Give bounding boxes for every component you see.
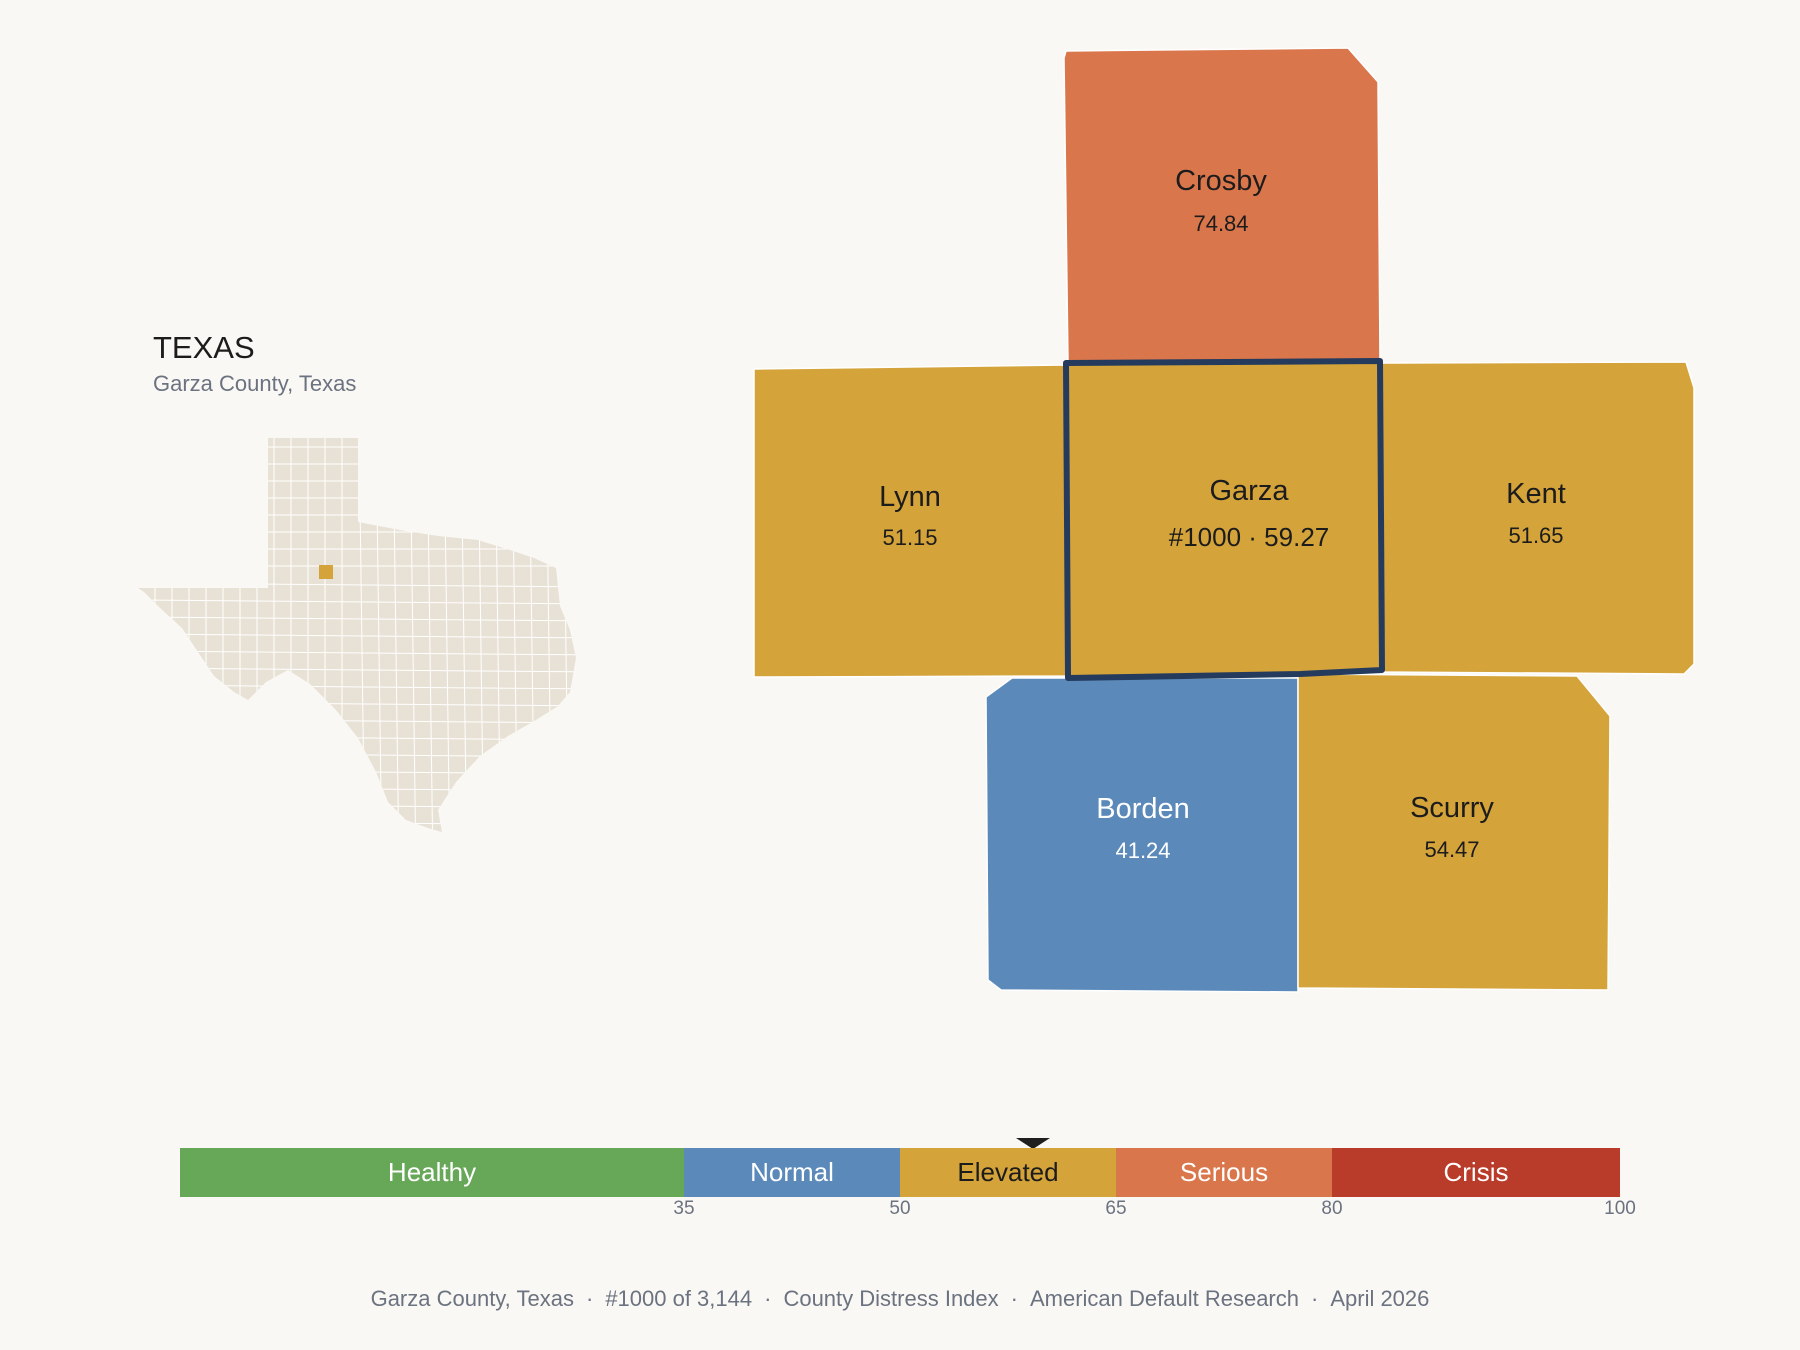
scale-tick: 65	[1105, 1198, 1127, 1219]
texas-inset-map	[138, 438, 576, 832]
scale-tick: 80	[1321, 1198, 1343, 1219]
footer-separator: ·	[1311, 1286, 1319, 1311]
state-title: TEXAS	[153, 330, 255, 365]
scale-tick: 100	[1604, 1198, 1636, 1219]
scale-segment-serious: Serious	[1116, 1148, 1332, 1197]
county-label-garza: Garza	[1210, 475, 1290, 507]
scale-segment-crisis: Crisis	[1332, 1148, 1620, 1197]
county-scurry[interactable]: Scurry 54.47	[1297, 673, 1611, 991]
county-score-borden: 41.24	[1115, 838, 1170, 863]
footer-separator: ·	[585, 1286, 594, 1311]
footer-item: Garza County, Texas	[370, 1286, 574, 1311]
county-score-lynn: 51.15	[882, 525, 937, 550]
county-lynn[interactable]: Lynn 51.15	[753, 364, 1067, 678]
distress-scale-bar: Healthy Normal Elevated Serious Crisis	[180, 1148, 1620, 1197]
inset-county-line	[138, 633, 576, 639]
county-borden[interactable]: Borden 41.24	[985, 677, 1299, 993]
inset-county-line	[138, 616, 576, 622]
footer-separator: ·	[764, 1286, 772, 1311]
scale-tick: 35	[673, 1198, 695, 1219]
inset-county-line	[138, 599, 576, 605]
footer-item: #1000 of 3,144	[605, 1286, 753, 1311]
score-marker	[1016, 1138, 1051, 1149]
inset-county-line	[138, 650, 576, 656]
county-garza[interactable]: Garza #1000 · 59.27	[1063, 358, 1385, 681]
footer: Garza County, Texas · #1000 of 3,144 · Count…	[0, 1286, 1800, 1312]
inset-highlight-garza	[319, 565, 333, 579]
county-label-lynn: Lynn	[879, 481, 941, 513]
county-label-kent: Kent	[1506, 478, 1566, 510]
scale-segment-normal: Normal	[684, 1148, 900, 1197]
county-score-garza: #1000 · 59.27	[1169, 522, 1329, 552]
county-score-crosby: 74.84	[1193, 211, 1248, 236]
county-score-kent: 51.65	[1508, 523, 1563, 548]
inset-county-line	[138, 667, 576, 673]
footer-item: County Distress Index	[783, 1286, 999, 1311]
county-subtitle: Garza County, Texas	[153, 371, 357, 396]
footer-item: American Default Research	[1029, 1286, 1299, 1311]
scale-segment-elevated: Elevated	[900, 1148, 1116, 1197]
county-label-crosby: Crosby	[1175, 165, 1267, 197]
footer-separator: ·	[1010, 1286, 1018, 1311]
county-label-borden: Borden	[1096, 793, 1190, 825]
county-score-scurry: 54.47	[1424, 837, 1479, 862]
scale-segment-healthy: Healthy	[180, 1148, 684, 1197]
county-label-scurry: Scurry	[1410, 792, 1494, 824]
county-crosby[interactable]: Crosby 74.84	[1063, 47, 1381, 363]
scale-tick: 50	[889, 1198, 911, 1219]
county-kent[interactable]: Kent 51.65	[1381, 361, 1695, 675]
footer-item: April 2026	[1330, 1286, 1430, 1311]
